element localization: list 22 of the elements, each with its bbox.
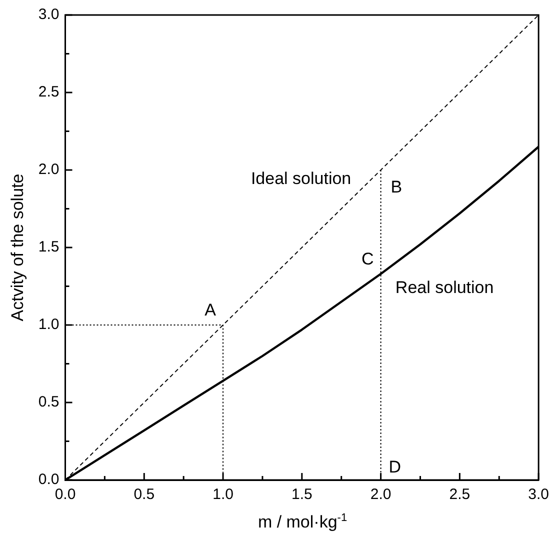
y-tick-label: 2.0	[38, 161, 60, 178]
x-tick-label: 1.5	[291, 486, 312, 504]
x-tick-label: 1.0	[212, 486, 234, 504]
series-label: Real solution	[395, 278, 494, 298]
y-tick-label: 2.5	[38, 84, 60, 101]
annotation: A	[204, 300, 217, 320]
y-axis-title: Actvity of the solute	[8, 174, 27, 322]
x-tick-label: 2.5	[449, 486, 470, 504]
annotation: B	[390, 178, 402, 197]
y-tick-label: 0.5	[38, 394, 60, 411]
annotation: C	[362, 250, 374, 269]
x-tick-label: 2.0	[370, 486, 392, 504]
annotation: D	[388, 458, 402, 477]
series-label: Ideal solution	[250, 168, 352, 188]
x-tick-label: 3.0	[528, 486, 550, 504]
y-tick-label: 3.0	[38, 6, 60, 24]
x-axis-title: m / mol·kg$^{-1}$	[256, 512, 348, 533]
y-tick-label: 0.0	[38, 471, 60, 488]
x-tick-label: 0.5	[134, 486, 155, 504]
y-tick-label: 1.5	[38, 238, 60, 256]
x-tick-label: 0.0	[54, 486, 76, 504]
y-tick-label: 1.0	[38, 316, 60, 334]
